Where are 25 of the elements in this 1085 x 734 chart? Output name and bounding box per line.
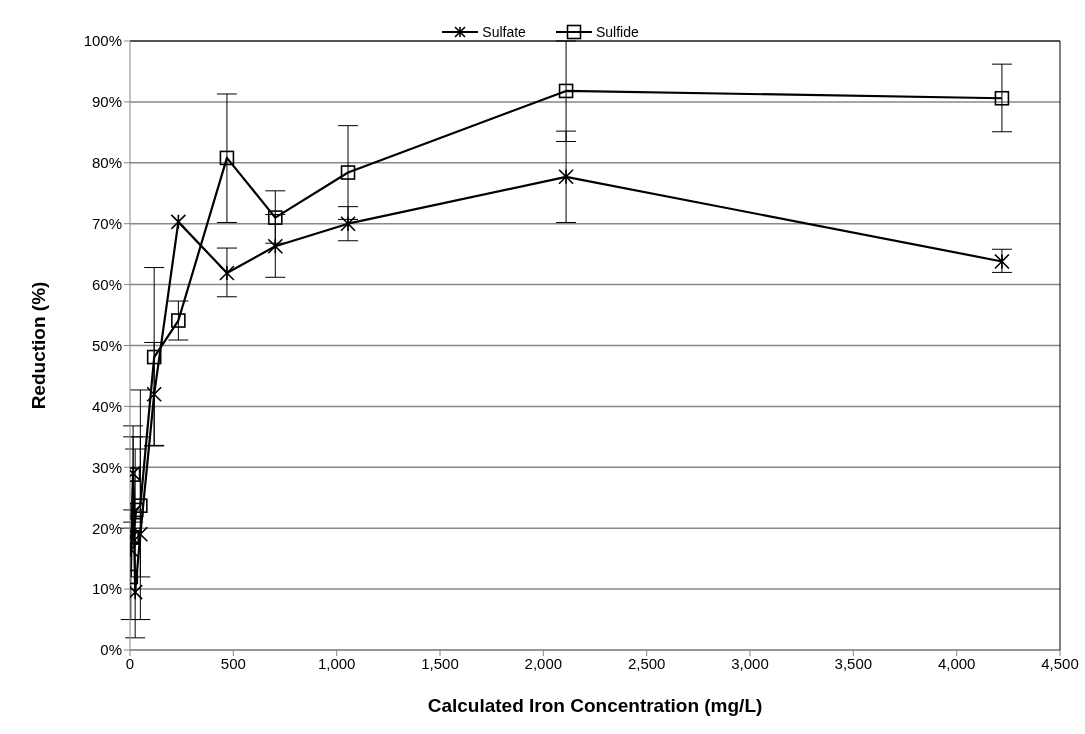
x-tick-label: 500	[220, 654, 246, 672]
x-tick-label: 2,000	[524, 654, 563, 672]
y-tick-label: 50%	[91, 336, 122, 354]
x-tick-label: 2,500	[627, 654, 666, 672]
y-tick-label: 40%	[91, 397, 122, 415]
y-tick-label: 90%	[91, 93, 122, 111]
y-tick-label: 80%	[91, 154, 122, 172]
legend-label: Sulfate	[482, 24, 526, 40]
y-tick-label: 70%	[91, 215, 122, 233]
y-axis-title: Reduction (%)	[27, 281, 49, 410]
x-tick-label: 3,000	[731, 654, 769, 672]
legend-label: Sulfide	[595, 24, 639, 40]
y-tick-label: 30%	[91, 458, 122, 476]
x-axis-title: Calculated Iron Concentration (mg/L)	[427, 695, 763, 716]
y-tick-label: 100%	[83, 32, 122, 50]
x-tick-label: 1,500	[421, 654, 459, 672]
y-tick-label: 60%	[91, 275, 122, 293]
y-tick-label: 10%	[91, 580, 122, 598]
x-tick-label: 3,500	[834, 654, 873, 672]
x-tick-label: 0	[125, 654, 135, 672]
y-tick-label: 0%	[100, 641, 122, 659]
x-tick-label: 1,000	[317, 654, 356, 672]
y-tick-label: 20%	[91, 519, 122, 537]
x-tick-label: 4,000	[937, 654, 976, 672]
x-tick-label: 4,500	[1041, 654, 1079, 672]
